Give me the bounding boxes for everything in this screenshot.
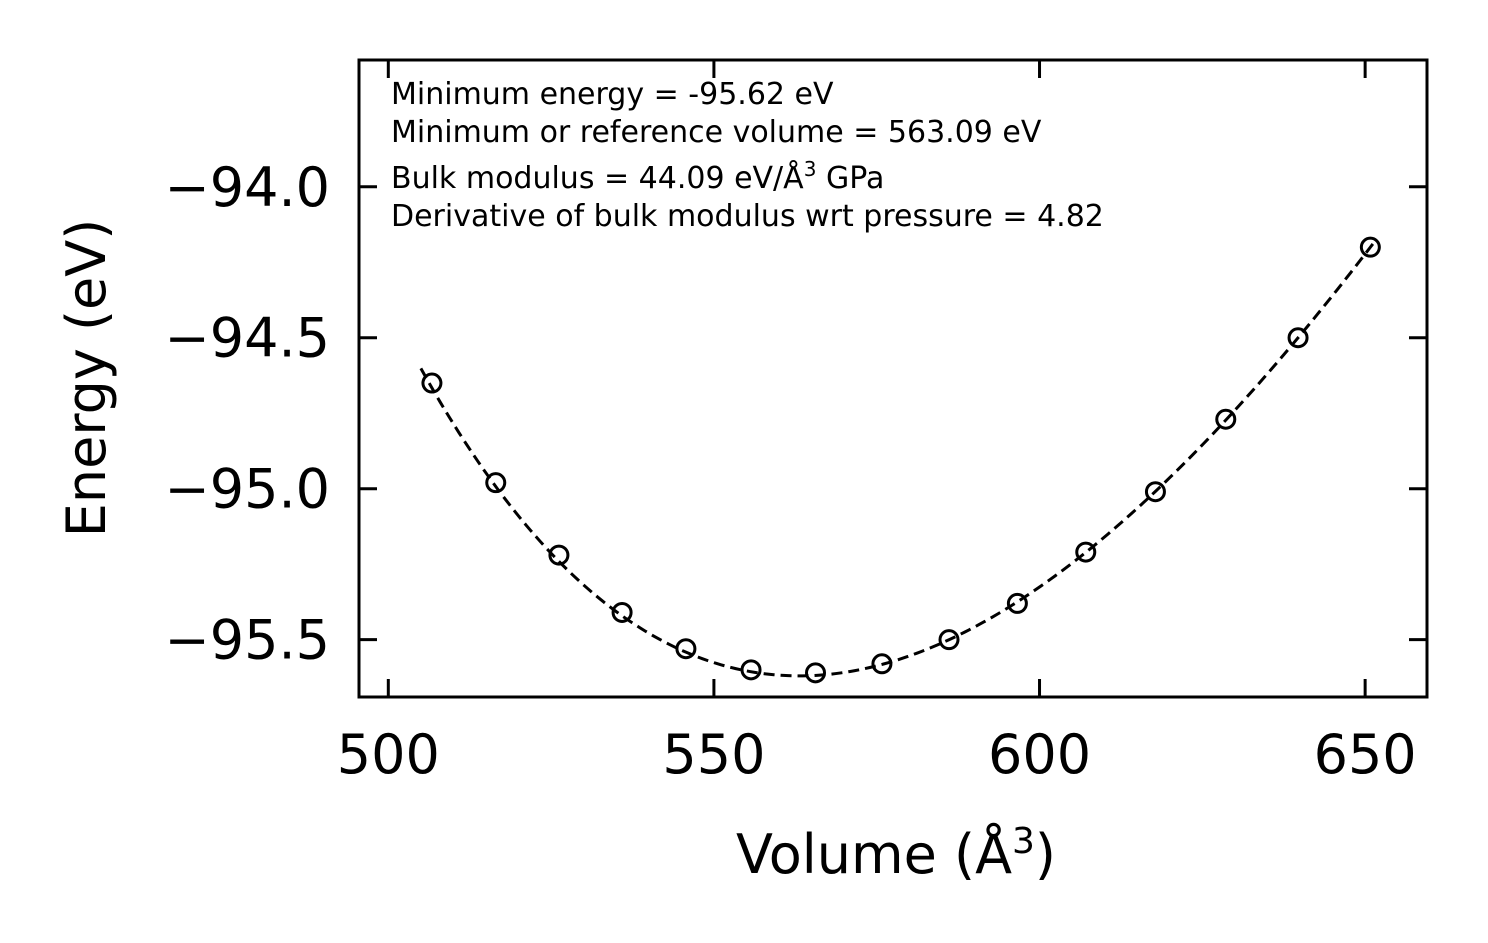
y-tick-label: −95.0 (165, 458, 330, 521)
annotation-line: Derivative of bulk modulus wrt pressure … (391, 199, 1104, 234)
data-point (871, 653, 893, 675)
x-axis-label: Volume (Å3) (736, 821, 1056, 886)
data-point (1006, 592, 1028, 614)
x-axis-label-end: ) (1035, 823, 1056, 886)
y-tick-label: −94.5 (165, 307, 330, 370)
x-axis-label-sup: 3 (1012, 821, 1035, 862)
data-point (675, 638, 697, 660)
ticks-layer: 500 550 600 650 −95.5 −95.0 −94.5 −94.0 (165, 60, 1427, 786)
fit-line (419, 240, 1377, 678)
annotation-line: Bulk modulus = 44.09 eV/Å3 GPa (391, 157, 884, 196)
x-tick-label: 650 (1314, 723, 1417, 786)
data-point (485, 472, 507, 494)
x-tick-label: 550 (662, 723, 765, 786)
fit-curve-layer (419, 240, 1377, 678)
data-point (548, 544, 570, 566)
y-tick-label: −95.5 (165, 609, 330, 672)
x-tick-label: 600 (988, 723, 1091, 786)
data-point (938, 629, 960, 651)
y-tick-label: −94.0 (165, 156, 330, 219)
data-point (740, 659, 762, 681)
plot-frame (357, 58, 1429, 699)
data-point (1359, 236, 1381, 258)
data-point (1144, 481, 1166, 503)
y-axis-label: Energy (eV) (55, 219, 118, 538)
data-point (1075, 541, 1097, 563)
data-points-layer (421, 236, 1381, 684)
data-point (1215, 408, 1237, 430)
data-point (1287, 327, 1309, 349)
annotation-line: Minimum energy = -95.62 eV (391, 77, 834, 112)
x-tick-label: 500 (337, 723, 440, 786)
annotation-line: Minimum or reference volume = 563.09 eV (391, 115, 1042, 150)
x-axis-label-text: Volume (Å (736, 822, 1012, 886)
data-point (805, 662, 827, 684)
data-point (421, 372, 443, 394)
data-point (611, 601, 633, 623)
